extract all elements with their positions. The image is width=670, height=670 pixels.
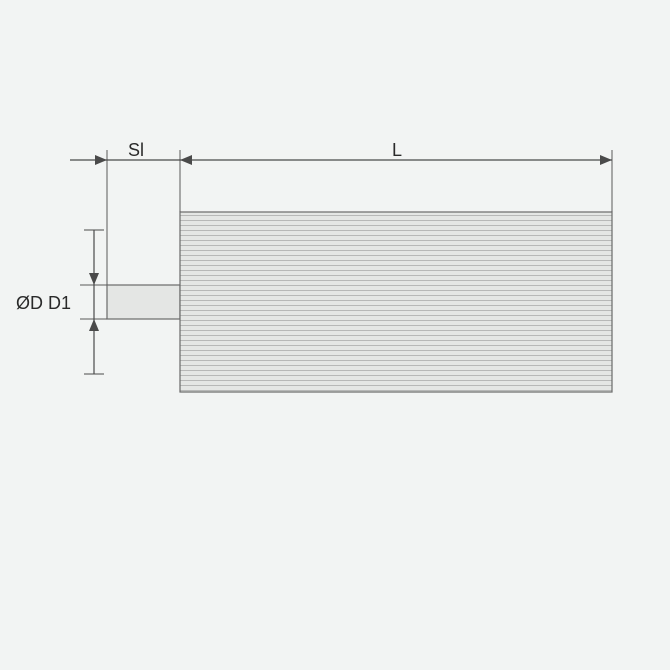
label-D: ØD D1 (16, 293, 71, 314)
arrowhead (180, 155, 192, 165)
drawing-svg (0, 0, 670, 670)
part-body (180, 212, 612, 392)
part-stub (107, 285, 180, 319)
arrowhead (89, 319, 99, 331)
arrowhead (95, 155, 107, 165)
arrowhead (600, 155, 612, 165)
technical-drawing: Sl L ØD D1 (0, 0, 670, 670)
arrowhead (89, 273, 99, 285)
label-L: L (392, 140, 402, 161)
label-Sl: Sl (128, 140, 144, 161)
